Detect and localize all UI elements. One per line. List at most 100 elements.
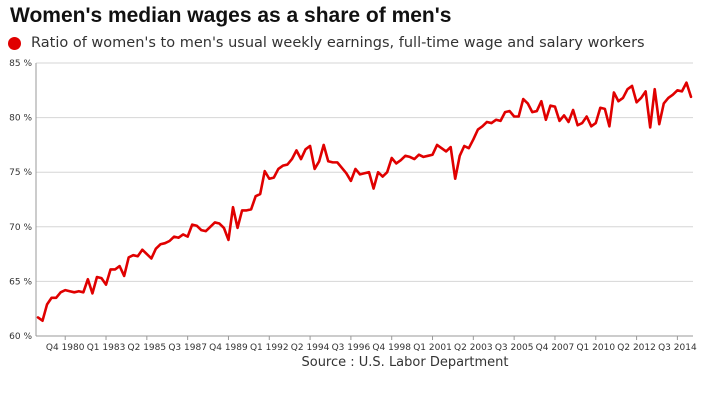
data-point bbox=[427, 155, 429, 157]
source-note: Source : U.S. Labor Department bbox=[0, 355, 720, 370]
x-tick-label: Q2 1994 bbox=[291, 343, 330, 353]
chart-title: Women's median wages as a share of men's bbox=[10, 4, 452, 27]
data-point bbox=[658, 123, 660, 125]
data-point bbox=[318, 160, 320, 162]
data-point bbox=[395, 162, 397, 164]
data-point bbox=[363, 172, 365, 174]
data-point bbox=[685, 81, 687, 83]
data-point bbox=[608, 125, 610, 127]
data-point bbox=[459, 155, 461, 157]
data-point bbox=[309, 145, 311, 147]
data-point bbox=[445, 150, 447, 152]
data-point bbox=[214, 221, 216, 223]
data-point bbox=[322, 144, 324, 146]
data-point bbox=[536, 110, 538, 112]
legend-label: Ratio of women's to men's usual weekly e… bbox=[31, 35, 645, 51]
series-line bbox=[36, 81, 693, 323]
data-point bbox=[499, 120, 501, 122]
x-tick-label: Q1 1983 bbox=[87, 343, 126, 353]
data-point bbox=[159, 243, 161, 245]
data-point bbox=[667, 97, 669, 99]
data-point bbox=[531, 111, 533, 113]
data-point bbox=[640, 97, 642, 99]
data-point bbox=[409, 156, 411, 158]
data-point bbox=[549, 104, 551, 106]
data-point bbox=[613, 91, 615, 93]
data-point bbox=[631, 85, 633, 87]
data-point bbox=[654, 88, 656, 90]
data-point bbox=[359, 173, 361, 175]
data-point bbox=[486, 121, 488, 123]
data-point bbox=[78, 290, 80, 292]
data-point bbox=[55, 297, 57, 299]
data-point bbox=[150, 257, 152, 259]
data-point bbox=[277, 168, 279, 170]
data-point bbox=[300, 158, 302, 160]
x-tick-label: Q4 2007 bbox=[536, 343, 575, 353]
data-point bbox=[576, 124, 578, 126]
data-point bbox=[468, 147, 470, 149]
data-point bbox=[676, 89, 678, 91]
data-point bbox=[449, 146, 451, 148]
data-point bbox=[254, 195, 256, 197]
data-point bbox=[286, 163, 288, 165]
data-point bbox=[264, 170, 266, 172]
data-point bbox=[164, 242, 166, 244]
data-point bbox=[400, 159, 402, 161]
data-point bbox=[59, 291, 61, 293]
data-point bbox=[241, 209, 243, 211]
data-point bbox=[109, 268, 111, 270]
data-point bbox=[586, 115, 588, 117]
data-point bbox=[690, 96, 692, 98]
source-text: Source : U.S. Labor Department bbox=[301, 355, 509, 370]
data-point bbox=[341, 167, 343, 169]
x-tick-label: Q4 1980 bbox=[46, 343, 85, 353]
data-point bbox=[590, 125, 592, 127]
data-point bbox=[205, 230, 207, 232]
data-point bbox=[345, 172, 347, 174]
data-point bbox=[100, 277, 102, 279]
data-point bbox=[304, 148, 306, 150]
data-point bbox=[595, 122, 597, 124]
data-point bbox=[313, 168, 315, 170]
data-point bbox=[644, 90, 646, 92]
axes: 60 %65 %70 %75 %80 %85 %Q4 1980 Q1 1983 Q2… bbox=[9, 59, 697, 353]
x-tick-label: Q2 1985 bbox=[128, 343, 167, 353]
x-tick-label: Q2 2012 bbox=[617, 343, 656, 353]
data-point bbox=[354, 168, 356, 170]
data-point bbox=[422, 156, 424, 158]
data-point bbox=[436, 144, 438, 146]
data-point bbox=[418, 154, 420, 156]
data-point bbox=[563, 114, 565, 116]
data-point bbox=[413, 158, 415, 160]
data-point bbox=[37, 316, 39, 318]
data-point bbox=[350, 180, 352, 182]
data-point bbox=[391, 157, 393, 159]
data-point bbox=[554, 105, 556, 107]
data-point bbox=[291, 158, 293, 160]
data-point bbox=[527, 102, 529, 104]
x-tick-label: Q4 1989 bbox=[209, 343, 248, 353]
x-tick-label: Q4 1998 bbox=[372, 343, 411, 353]
data-point bbox=[404, 155, 406, 157]
data-point bbox=[209, 226, 211, 228]
data-point bbox=[245, 209, 247, 211]
data-point bbox=[232, 206, 234, 208]
x-tick-label: Q3 2014 bbox=[658, 343, 697, 353]
data-point bbox=[490, 122, 492, 124]
data-point bbox=[182, 233, 184, 235]
data-point bbox=[386, 171, 388, 173]
data-point bbox=[454, 178, 456, 180]
data-point bbox=[73, 291, 75, 293]
data-point bbox=[635, 101, 637, 103]
y-tick-label: 85 % bbox=[9, 59, 32, 69]
data-point bbox=[191, 223, 193, 225]
data-point bbox=[268, 178, 270, 180]
data-point bbox=[218, 222, 220, 224]
data-point bbox=[372, 187, 374, 189]
data-point bbox=[64, 289, 66, 291]
data-point bbox=[168, 240, 170, 242]
data-point bbox=[377, 171, 379, 173]
data-point bbox=[91, 292, 93, 294]
x-tick-label: Q3 2005 bbox=[495, 343, 534, 353]
